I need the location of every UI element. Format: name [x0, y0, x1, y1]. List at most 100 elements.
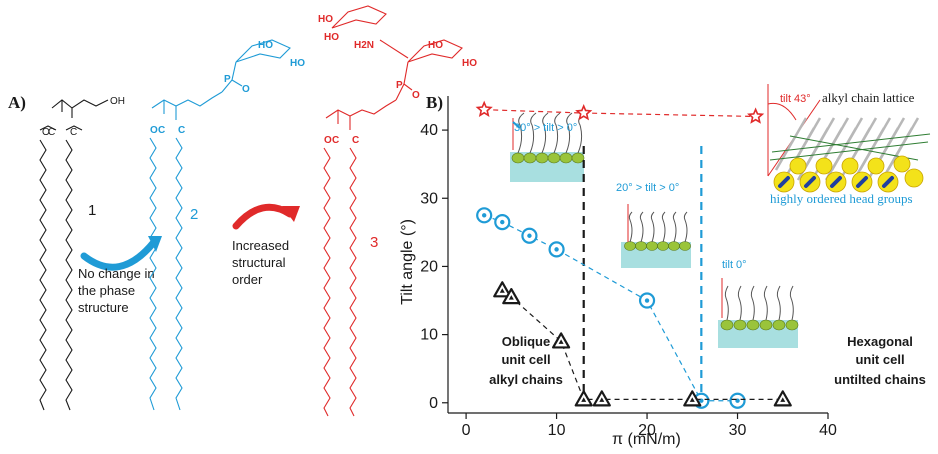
svg-text:O: O: [242, 84, 250, 95]
annotation-headgroups: highly ordered head groups: [770, 191, 913, 206]
svg-text:HO: HO: [290, 58, 305, 69]
data-point-triangle-core: [508, 295, 514, 300]
annotation-tilt-1: 30° > tilt > 0°: [514, 122, 577, 134]
x-tick-label: 30: [729, 422, 747, 439]
ester-o-1a: O: [42, 127, 50, 138]
svg-text:order: order: [232, 272, 263, 287]
svg-text:O: O: [150, 125, 158, 136]
x-tick-label: 0: [462, 422, 471, 439]
molecule-3: [323, 5, 463, 417]
series-line-star: [484, 109, 756, 118]
svg-text:untilted chains: untilted chains: [834, 372, 926, 387]
chain-2a: [149, 137, 157, 411]
phase-boundaries: [582, 146, 703, 409]
panel-a: A) O C C OH 1 No change in the phase str…: [8, 5, 477, 417]
chain-3a: [323, 147, 331, 417]
ester-c-1a: C: [48, 127, 55, 138]
chain-2b: [175, 137, 183, 411]
y-tick-label: 30: [420, 190, 438, 207]
svg-text:No change in: No change in: [78, 266, 155, 281]
inset-oblique: 30° > tilt > 0°: [510, 112, 585, 182]
data-point-star: [747, 107, 765, 124]
panel-b: B) 0 10 20 30 40 0 10 20 30 40 π (mN/m) Tilt ang…: [399, 84, 931, 448]
inset-middle: 20° > tilt > 0°: [616, 182, 691, 268]
chain-3b: [349, 147, 357, 417]
molecule-2-labels: O C C P O HO HO: [150, 40, 305, 136]
y-tick-label: 10: [420, 327, 438, 344]
data-point-circle-core: [554, 247, 559, 252]
data-point-triangle-core: [499, 288, 505, 293]
panel-a-label: A): [8, 93, 26, 112]
y-tick-label: 40: [420, 122, 438, 139]
x-axis-label: π (mN/m): [612, 431, 681, 448]
svg-text:H2N: H2N: [354, 40, 374, 51]
data-point-triangle-core: [581, 397, 587, 402]
annotation-tilt-2: 20° > tilt > 0°: [616, 182, 679, 194]
data-point-triangle-core: [599, 397, 605, 402]
annotation-tilt-43: tilt 43°: [780, 93, 811, 105]
data-point-circle-core: [527, 233, 532, 238]
y-axis-label: Tilt angle (°): [399, 219, 416, 305]
data-point-triangle-core: [558, 339, 564, 344]
svg-text:O: O: [412, 90, 420, 101]
ester-c-1b: C: [70, 127, 77, 138]
molecule-2: [149, 39, 291, 411]
molecule-3-labels: O C C P O H2N HO HO HO HO: [318, 14, 477, 146]
svg-text:C: C: [332, 135, 339, 146]
annotation-tilt-3: tilt 0°: [722, 259, 747, 271]
data-point-triangle-core: [780, 397, 786, 402]
svg-text:P: P: [224, 74, 231, 85]
arrow-2: [232, 203, 300, 230]
arrow-2-text: Increased structural order: [232, 238, 289, 287]
svg-text:unit cell: unit cell: [855, 352, 904, 367]
panel-b-label: B): [426, 93, 443, 112]
y-tick-label: 0: [429, 395, 438, 412]
data-point-circle-core: [481, 213, 487, 218]
inset-lattice: tilt 43° alkyl chain lattice highly orde…: [767, 84, 931, 206]
arrow-1-text: No change in the phase structure: [78, 266, 155, 315]
svg-text:the phase: the phase: [78, 283, 135, 298]
svg-text:Hexagonal: Hexagonal: [847, 334, 913, 349]
data-series: [475, 100, 792, 409]
svg-text:C: C: [178, 125, 185, 136]
data-point-triangle-core: [689, 397, 695, 402]
svg-text:unit cell: unit cell: [501, 352, 550, 367]
svg-text:C: C: [352, 135, 359, 146]
label-hexagonal: Hexagonal unit cell untilted chains: [834, 334, 926, 387]
svg-text:HO: HO: [462, 58, 477, 69]
svg-text:structure: structure: [78, 300, 129, 315]
molecule-1: [39, 99, 109, 411]
svg-text:Oblique: Oblique: [502, 334, 550, 349]
compound-2-label: 2: [190, 206, 198, 223]
compound-3-label: 3: [370, 234, 378, 251]
data-point-star: [475, 100, 493, 117]
svg-text:alkyl chains: alkyl chains: [489, 372, 563, 387]
annotation-lattice: alkyl chain lattice: [822, 90, 915, 105]
plot-axes: [447, 96, 828, 414]
chain-1b: [65, 139, 73, 411]
svg-text:HO: HO: [318, 14, 333, 25]
svg-text:P: P: [396, 80, 403, 91]
compound-1-label: 1: [88, 202, 96, 219]
chain-1a: [39, 139, 47, 411]
data-point-circle-core: [644, 298, 650, 303]
data-point-star: [575, 104, 593, 121]
arrow-1: [80, 236, 162, 271]
svg-text:HO: HO: [428, 40, 443, 51]
svg-text:HO: HO: [324, 32, 339, 43]
data-point-circle-core: [500, 219, 505, 225]
svg-text:C: C: [158, 125, 165, 136]
x-tick-label: 20: [638, 422, 656, 439]
y-ticks: 0 10 20 30 40: [420, 122, 448, 412]
svg-text:structural: structural: [232, 255, 286, 270]
y-tick-label: 20: [420, 258, 438, 275]
x-tick-label: 10: [548, 422, 566, 439]
oh-label: OH: [110, 96, 125, 107]
label-oblique: Oblique unit cell alkyl chains: [489, 334, 563, 387]
x-tick-label: 40: [819, 422, 837, 439]
svg-text:Increased: Increased: [232, 238, 289, 253]
inset-hexagonal: tilt 0°: [718, 259, 799, 348]
x-ticks: 0 10 20 30 40: [462, 413, 837, 439]
